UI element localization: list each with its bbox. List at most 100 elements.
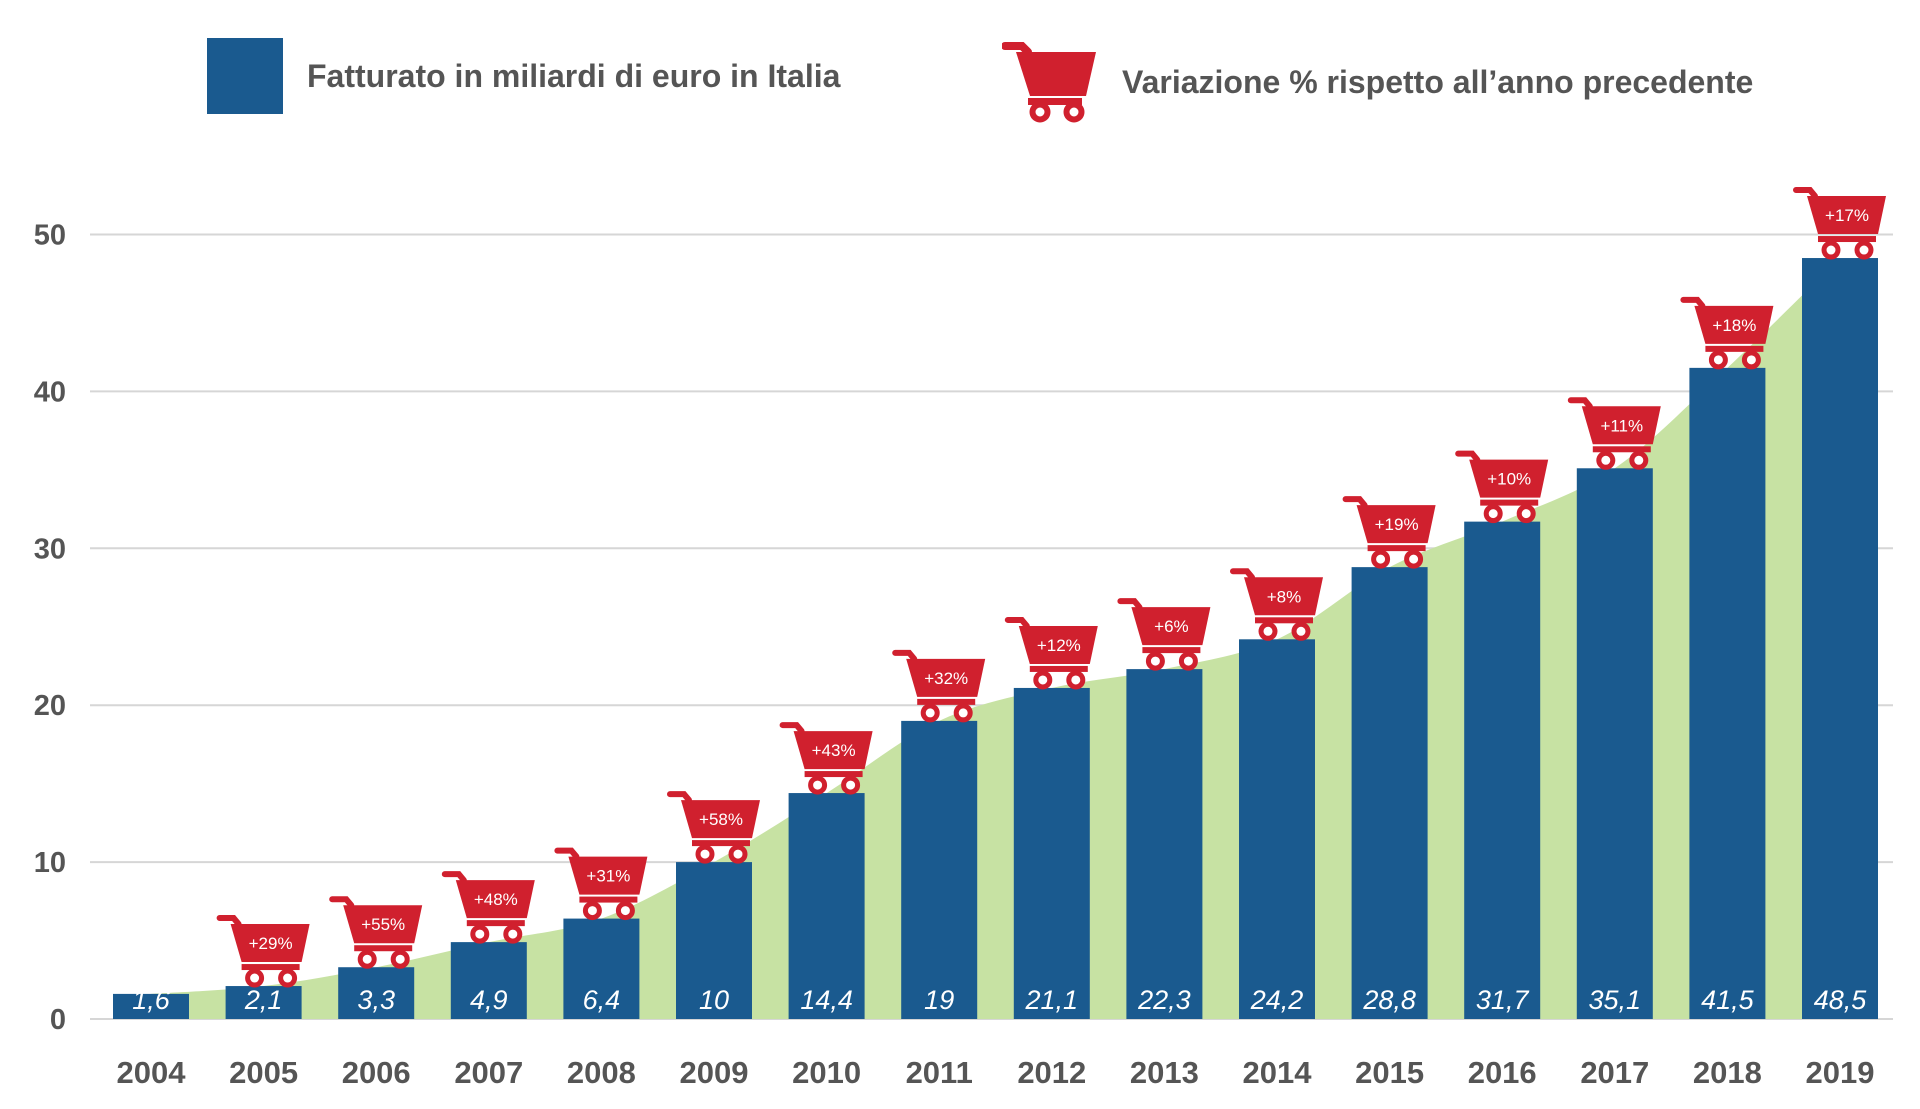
cart-wheel: [1404, 549, 1424, 569]
cart-basket: [1356, 505, 1436, 544]
cart-base: [1818, 236, 1876, 243]
percent-change-label: +18%: [1712, 316, 1756, 335]
cart-wheel: [278, 968, 298, 988]
bar-2015: [1351, 567, 1428, 1019]
cart-handle: [554, 847, 580, 860]
shopping-cart-icon: [1002, 42, 1096, 123]
percent-change-label: +17%: [1825, 206, 1869, 225]
cart-wheel: [953, 703, 973, 723]
x-tick-label: 2008: [567, 1055, 636, 1090]
cart-wheel: [728, 844, 748, 864]
cart-wheel: [1516, 504, 1536, 524]
percent-change-label: +6%: [1154, 617, 1189, 636]
y-axis: 0 10 20 30 40 50: [34, 220, 66, 1037]
x-tick-label: 2007: [454, 1055, 523, 1090]
percent-change-label: +58%: [699, 810, 743, 829]
bar-value-label: 41,5: [1701, 985, 1755, 1015]
cart-basket: [343, 905, 423, 944]
bar-2011: [901, 720, 978, 1019]
cart-basket: [681, 800, 760, 839]
cart-wheel: [1741, 350, 1761, 370]
cart-marker-2012: +12%: [1004, 616, 1098, 690]
cart-base: [804, 771, 863, 778]
cart-base: [579, 896, 638, 903]
cart-marker-2019: +17%: [1793, 187, 1886, 260]
bar-2005: [225, 986, 302, 1019]
y-tick-label: 50: [34, 220, 66, 252]
cart-wheel: [1854, 240, 1874, 260]
cart-base: [241, 964, 300, 971]
bar-value-label: 24,2: [1250, 985, 1304, 1015]
cart-marker-2011: +32%: [892, 649, 986, 723]
cart-basket: [1581, 406, 1661, 445]
cart-basket: [1469, 459, 1549, 498]
percent-change-label: +32%: [924, 669, 968, 688]
cart-base: [1029, 665, 1088, 672]
cart-handle: [779, 722, 805, 735]
bar-2009: [676, 862, 752, 1019]
cart-wheel: [615, 901, 635, 921]
cart-wheel: [841, 775, 861, 795]
bar-2004: [113, 993, 189, 1019]
percent-change-label: +10%: [1487, 470, 1531, 489]
cart-handle: [1455, 450, 1481, 463]
bar-value-label: 35,1: [1589, 985, 1642, 1015]
y-tick-label: 40: [34, 376, 66, 408]
legend-swatch-revenue: [207, 38, 283, 114]
bar-2013: [1126, 669, 1203, 1019]
y-tick-label: 10: [34, 847, 66, 879]
cart-wheel: [1258, 621, 1278, 641]
bar-2008: [563, 918, 640, 1019]
x-tick-label: 2016: [1468, 1055, 1537, 1090]
cart-handle: [1793, 187, 1818, 200]
cart-wheel: [1178, 651, 1198, 671]
cart-marker-2018: +18%: [1680, 296, 1774, 370]
cart-basket: [1694, 305, 1774, 344]
cart-wheel: [582, 901, 602, 921]
cart-base: [917, 698, 976, 705]
percent-change-label: +55%: [361, 915, 405, 934]
cart-basket: [230, 924, 310, 963]
cart-wheel: [1483, 504, 1503, 524]
bar-value-label: 14,4: [800, 985, 853, 1015]
cart-handle: [1342, 496, 1368, 509]
cart-wheel: [1708, 350, 1728, 370]
percent-change-label: +31%: [586, 867, 630, 886]
cart-marker-2010: +43%: [779, 722, 873, 795]
x-tick-label: 2011: [906, 1055, 973, 1090]
cart-handle: [667, 791, 692, 804]
x-tick-label: 2015: [1355, 1055, 1424, 1090]
cart-handle: [1004, 616, 1030, 629]
bar-2018: [1689, 367, 1766, 1019]
percent-change-label: +8%: [1267, 587, 1302, 606]
y-tick-label: 30: [34, 533, 66, 565]
cart-basket: [1131, 607, 1211, 646]
bar-2010: [788, 793, 865, 1019]
x-tick-label: 2013: [1130, 1055, 1199, 1090]
cart-wheel: [808, 775, 828, 795]
percent-change-label: +19%: [1375, 515, 1419, 534]
cart-base: [1705, 345, 1764, 352]
percent-change-label: +48%: [474, 890, 518, 909]
bar-value-label: 22,3: [1137, 985, 1191, 1015]
cart-marker-2006: +55%: [329, 896, 423, 969]
cart-wheel: [357, 949, 377, 969]
cart-wheel: [1291, 621, 1311, 641]
cart-wheel: [245, 968, 265, 988]
cart-marker-2015: +19%: [1342, 496, 1436, 569]
cart-marker-2005: +29%: [216, 915, 310, 988]
cart-base: [692, 840, 750, 847]
cart-base: [1142, 647, 1201, 654]
bar-value-label: 19: [924, 985, 954, 1015]
cart-marker-2016: +10%: [1455, 450, 1549, 524]
bar-2016: [1464, 521, 1541, 1019]
y-tick-label: 20: [34, 690, 66, 722]
bar-value-label: 31,7: [1476, 985, 1530, 1015]
cart-wheel: [503, 924, 523, 944]
cart-wheel: [1371, 549, 1391, 569]
cart-base: [354, 945, 413, 952]
bar-value-label: 6,4: [583, 985, 621, 1015]
bar-value-label: 2,1: [244, 985, 283, 1015]
cart-marker-2017: +11%: [1567, 397, 1661, 470]
